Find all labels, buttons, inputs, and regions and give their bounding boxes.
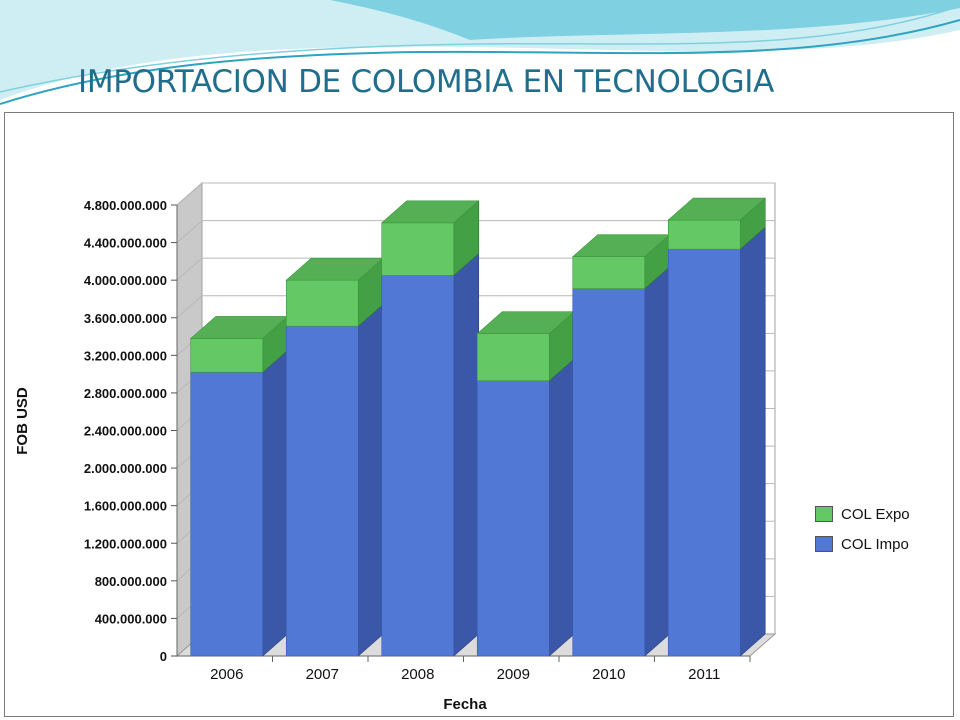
y-tick-label: 3.600.000.000 — [84, 311, 167, 326]
y-tick-label: 400.000.000 — [95, 611, 167, 626]
legend-label-impo: COL Impo — [841, 535, 909, 553]
x-tick-label: 2008 — [401, 666, 434, 683]
y-tick-label: 3.200.000.000 — [84, 348, 167, 363]
y-tick-label: 0 — [160, 649, 167, 664]
y-tick-label: 2.800.000.000 — [84, 386, 167, 401]
bar-side-impo — [548, 358, 575, 657]
bar-side-impo — [262, 349, 289, 657]
y-tick-label: 800.000.000 — [95, 574, 167, 589]
y-tick-label: 4.400.000.000 — [84, 236, 167, 251]
chart-frame: 0 400.000.000 800.000.000 1.200.000.000 1.60… — [4, 112, 954, 717]
y-tick-label: 1.200.000.000 — [84, 536, 167, 551]
legend-item-expo: COL Expo — [815, 503, 910, 525]
x-axis-title: Fecha — [443, 696, 487, 713]
legend-swatch-impo — [815, 536, 833, 552]
bar-expo — [381, 222, 455, 276]
bar-expo — [476, 333, 550, 382]
wave-decoration — [0, 0, 960, 105]
bar-side-impo — [453, 252, 480, 657]
bar-impo — [667, 248, 741, 657]
wave-line-2 — [0, 5, 960, 93]
slide-title: IMPORTACION DE COLOMBIA EN TECNOLOGIA — [78, 64, 775, 100]
legend: COL Expo COL Impo — [815, 503, 910, 563]
x-tick-label: 2006 — [210, 666, 243, 683]
bar-impo — [381, 275, 455, 657]
bar-expo — [572, 256, 646, 289]
legend-label-expo: COL Expo — [841, 505, 910, 523]
x-tick-label: 2007 — [306, 666, 339, 683]
x-tick-label: 2009 — [497, 666, 530, 683]
bar-expo — [667, 219, 741, 250]
gridline — [176, 182, 775, 206]
y-tick-label: 1.600.000.000 — [84, 499, 167, 514]
bar-top-expo — [667, 197, 767, 221]
legend-item-impo: COL Impo — [815, 533, 910, 555]
bar-side-impo — [644, 265, 671, 657]
bar-impo — [476, 380, 550, 657]
legend-swatch-expo — [815, 506, 833, 522]
x-tick-label: 2011 — [688, 666, 720, 683]
bar-impo — [572, 288, 646, 657]
wave-line-1 — [0, 19, 960, 105]
slide-header: IMPORTACION DE COLOMBIA EN TECNOLOGIA — [0, 0, 960, 112]
y-tick-label: 4.000.000.000 — [84, 273, 167, 288]
y-tick-label: 2.000.000.000 — [84, 461, 167, 476]
x-tick-label: 2010 — [592, 666, 625, 683]
bar-top-expo — [380, 200, 480, 224]
wave-mid-band — [330, 0, 960, 40]
stacked-bar-chart: 0 400.000.000 800.000.000 1.200.000.000 1.60… — [14, 181, 777, 713]
y-tick-label: 4.800.000.000 — [84, 198, 167, 213]
bar-impo — [190, 371, 264, 657]
bar-impo — [285, 325, 359, 657]
bar-side-impo — [357, 303, 384, 657]
bar-expo — [190, 338, 264, 373]
y-axis-title: FOB USD — [14, 387, 31, 455]
y-tick-label: 2.400.000.000 — [84, 424, 167, 439]
bar-expo — [285, 279, 359, 327]
gridline — [176, 220, 775, 243]
bar-side-impo — [739, 226, 766, 657]
